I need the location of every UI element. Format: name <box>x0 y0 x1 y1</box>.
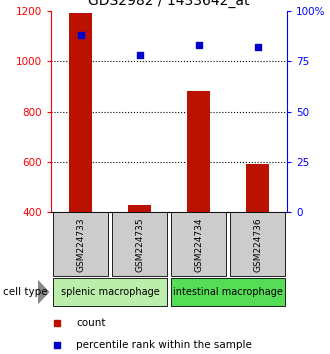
Text: GSM224735: GSM224735 <box>135 217 144 272</box>
Bar <box>53 212 108 276</box>
Bar <box>112 212 167 276</box>
Bar <box>246 165 269 212</box>
Text: GSM224733: GSM224733 <box>76 217 85 272</box>
Bar <box>69 13 92 212</box>
Text: splenic macrophage: splenic macrophage <box>61 287 159 297</box>
Bar <box>187 91 211 212</box>
Point <box>54 342 59 348</box>
Text: intestinal macrophage: intestinal macrophage <box>173 287 283 297</box>
Text: cell type: cell type <box>3 287 48 297</box>
Bar <box>128 205 151 212</box>
Polygon shape <box>38 280 50 304</box>
Text: percentile rank within the sample: percentile rank within the sample <box>77 339 252 350</box>
Bar <box>171 278 285 306</box>
Point <box>137 52 142 58</box>
Bar <box>230 212 285 276</box>
Text: GSM224736: GSM224736 <box>253 217 262 272</box>
Text: count: count <box>77 318 106 329</box>
Point <box>54 321 59 326</box>
Title: GDS2982 / 1433642_at: GDS2982 / 1433642_at <box>88 0 250 8</box>
Bar <box>53 278 167 306</box>
Text: GSM224734: GSM224734 <box>194 217 203 272</box>
Point <box>78 32 83 38</box>
Point <box>196 42 201 48</box>
Point <box>255 44 260 50</box>
Bar <box>171 212 226 276</box>
